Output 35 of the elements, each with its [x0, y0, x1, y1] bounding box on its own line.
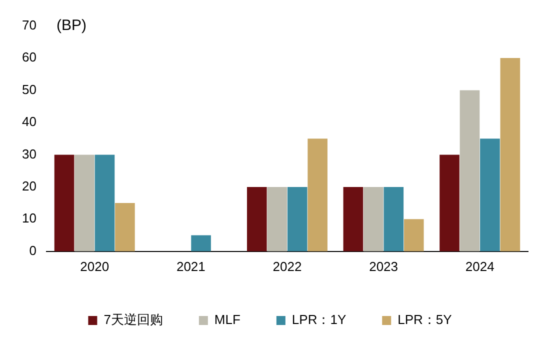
bar [308, 138, 328, 252]
legend-label: 7天逆回购 [104, 312, 163, 328]
bar [460, 90, 480, 252]
bar [500, 58, 520, 252]
bar [440, 154, 460, 252]
x-tick-label: 2020 [80, 258, 110, 274]
bar [364, 186, 384, 252]
y-tick-label: 60 [22, 50, 36, 65]
bar [404, 219, 424, 252]
y-tick-label: 30 [22, 146, 36, 162]
y-tick-label: 40 [22, 114, 36, 130]
bar [480, 138, 500, 252]
x-tick-label: 2023 [369, 258, 398, 274]
x-tick-label: 2022 [272, 258, 302, 274]
bar [384, 186, 404, 252]
y-tick-label: 0 [29, 242, 36, 258]
bar [54, 154, 74, 252]
y-tick-label: 70 [22, 17, 36, 32]
bar [287, 186, 308, 252]
y-tick-label: 10 [22, 210, 36, 226]
bar [94, 154, 115, 252]
legend-label: LPR：5Y [398, 312, 452, 328]
bar [267, 186, 288, 252]
y-tick-label: 50 [22, 82, 36, 97]
y-axis-title: (BP) [56, 16, 86, 34]
legend-label: MLF [214, 312, 240, 328]
bar [115, 203, 135, 252]
x-tick-label: 2024 [465, 258, 494, 274]
bar [191, 235, 211, 252]
x-tick-label: 2021 [176, 258, 206, 274]
y-tick-label: 20 [22, 178, 36, 194]
legend-label: LPR：1Y [292, 312, 346, 328]
bar [74, 154, 94, 252]
bar [343, 186, 364, 252]
bar [246, 186, 267, 252]
